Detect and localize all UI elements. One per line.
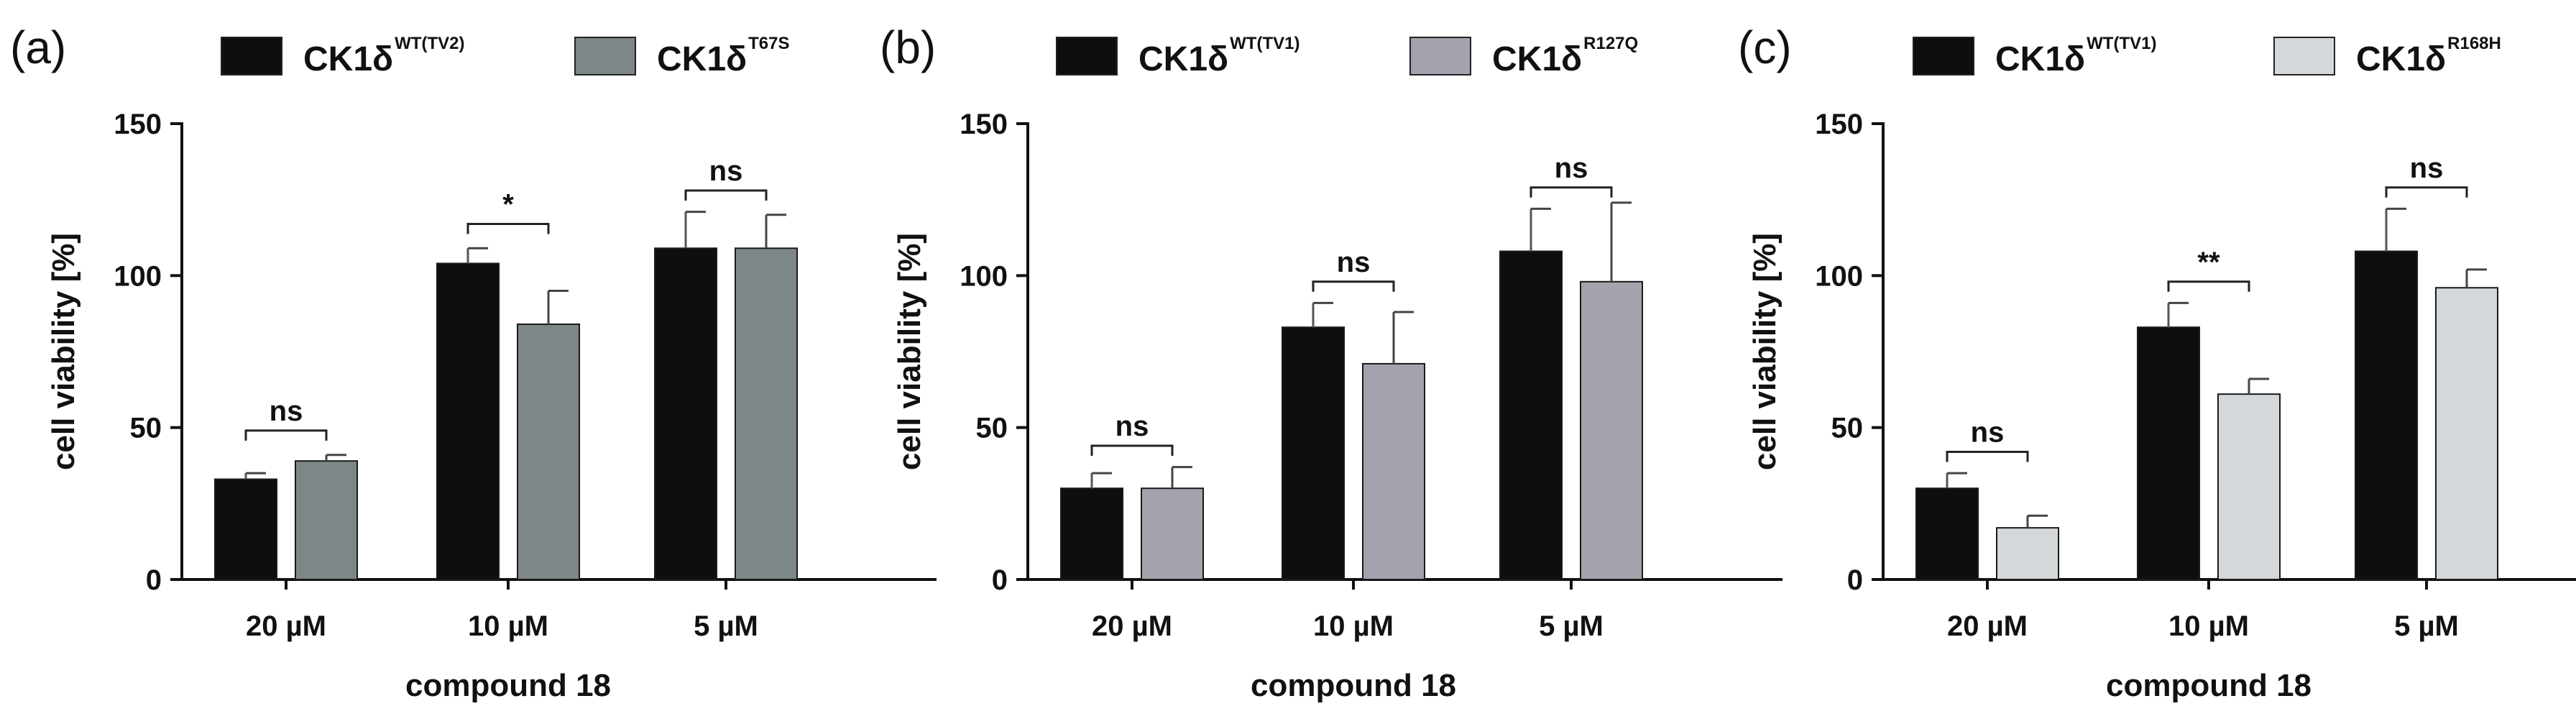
significance-label: **: [2197, 247, 2220, 278]
bar-2: [1580, 280, 1643, 580]
legend-label-1: CK1δ: [303, 40, 393, 78]
bar-2: [1362, 362, 1425, 580]
legend-superscript-2: R168H: [2447, 34, 2501, 53]
bar-1: [654, 247, 717, 580]
legend-superscript-1: WT(TV1): [2087, 34, 2156, 53]
bar-1: [1060, 487, 1123, 581]
bar-2: [1141, 487, 1204, 581]
significance-label: ns: [1555, 152, 1588, 184]
panel-label: (b): [880, 22, 936, 73]
legend-swatch-1: [1913, 37, 1974, 75]
x-tick-label: 20 µM: [246, 610, 326, 642]
x-tick-label: 10 µM: [2168, 610, 2249, 642]
legend-label-2: CK1δ: [1492, 40, 1582, 78]
bar-2: [295, 460, 358, 580]
significance-bracket: [466, 222, 550, 234]
legend-superscript-2: T67S: [748, 34, 789, 53]
panel-label: (a): [10, 22, 66, 73]
y-tick-label: 100: [1815, 260, 1863, 292]
y-axis-label: cell viability [%]: [892, 233, 927, 470]
y-tick-label: 100: [114, 260, 162, 292]
bar-1: [2355, 250, 2418, 580]
y-axis-label: cell viability [%]: [1747, 233, 1782, 470]
legend-swatch-2: [2273, 37, 2335, 75]
legend-swatch-1: [221, 37, 282, 75]
y-axis-label: cell viability [%]: [46, 233, 81, 470]
significance-bracket: [684, 189, 768, 201]
significance-label: *: [502, 188, 514, 220]
y-tick-label: 50: [976, 413, 1008, 444]
x-tick-label: 5 µM: [694, 610, 758, 642]
x-axis-label: compound 18: [405, 668, 611, 703]
legend-label-1: CK1δ: [1138, 40, 1228, 78]
y-tick-label: 0: [1847, 564, 1863, 596]
significance-label: ns: [270, 395, 303, 427]
y-tick-label: 0: [992, 564, 1008, 596]
bar-1: [1499, 250, 1563, 580]
y-tick-label: 50: [130, 413, 162, 444]
panel-label: (c): [1738, 22, 1792, 73]
bar-2: [517, 323, 580, 580]
bar-2: [735, 247, 798, 580]
legend-swatch-2: [1409, 37, 1471, 75]
x-tick-label: 5 µM: [1539, 610, 1604, 642]
x-tick-label: 10 µM: [1313, 610, 1394, 642]
legend-swatch-1: [1056, 37, 1118, 75]
y-tick-label: 150: [1815, 109, 1863, 140]
bar-2: [1996, 527, 2059, 580]
legend-superscript-2: R127Q: [1583, 34, 1638, 53]
legend-superscript-1: WT(TV1): [1230, 34, 1300, 53]
significance-bracket: [1090, 444, 1174, 457]
bar-2: [2435, 287, 2498, 580]
y-tick-label: 50: [1831, 413, 1864, 444]
legend-swatch-2: [574, 37, 636, 75]
y-tick-label: 100: [960, 260, 1008, 292]
legend-label-1: CK1δ: [1995, 40, 2085, 78]
bar-1: [214, 478, 277, 581]
bar-1: [436, 262, 500, 580]
x-tick-label: 10 µM: [468, 610, 548, 642]
x-axis-label: compound 18: [2106, 668, 2312, 703]
significance-bracket: [2167, 280, 2250, 292]
significance-bracket: [2385, 186, 2468, 198]
x-tick-label: 20 µM: [1947, 610, 2028, 642]
x-tick-label: 20 µM: [1092, 610, 1172, 642]
y-tick-label: 150: [960, 109, 1008, 140]
legend-label-2: CK1δ: [657, 40, 747, 78]
significance-bracket: [1312, 280, 1395, 292]
significance-bracket: [1530, 186, 1613, 198]
significance-label: ns: [2410, 152, 2444, 184]
significance-label: ns: [1116, 411, 1149, 442]
significance-label: ns: [1337, 247, 1371, 278]
significance-label: ns: [1971, 416, 2005, 448]
legend-superscript-1: WT(TV2): [395, 34, 464, 53]
bar-2: [2217, 393, 2281, 580]
y-tick-label: 0: [146, 564, 162, 596]
significance-bracket: [244, 429, 328, 441]
legend-label-2: CK1δ: [2356, 40, 2446, 78]
bar-1: [1915, 487, 1979, 581]
x-tick-label: 5 µM: [2394, 610, 2459, 642]
y-tick-label: 150: [114, 109, 162, 140]
significance-label: ns: [709, 155, 743, 187]
bar-1: [1282, 326, 1345, 580]
significance-bracket: [1946, 450, 2029, 462]
bar-1: [2137, 326, 2200, 580]
x-axis-label: compound 18: [1251, 668, 1456, 703]
